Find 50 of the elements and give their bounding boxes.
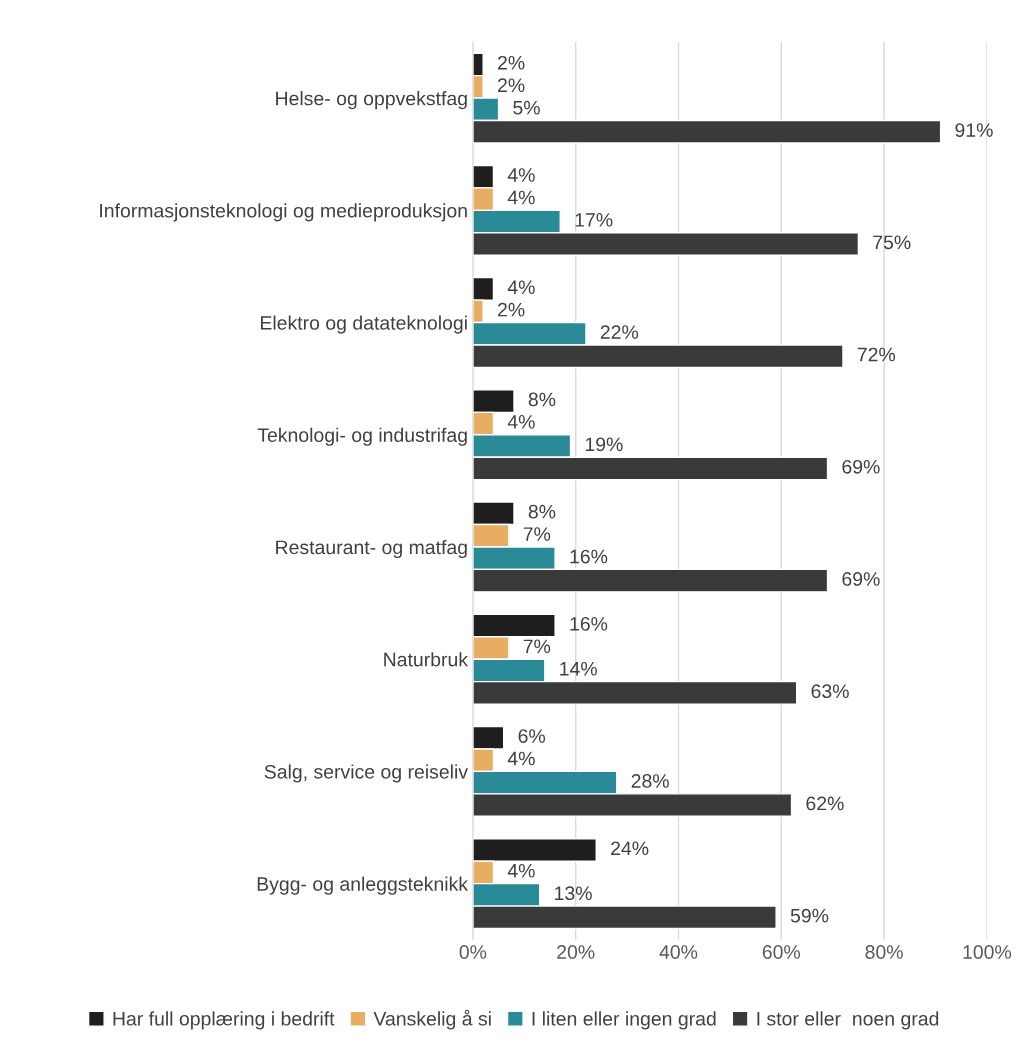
legend-label: I liten eller ingen grad <box>532 1011 716 1030</box>
data-label: 13% <box>555 886 592 901</box>
data-label: 28% <box>631 774 669 788</box>
x-tick-label: 0% <box>459 945 487 959</box>
data-label: 62% <box>806 796 844 811</box>
data-label: 2% <box>498 302 525 317</box>
data-label: 72% <box>857 347 896 362</box>
y-tick-label: Informasjonsteknologi og medieproduksjon <box>100 203 467 222</box>
legend-label: Vanskelig å si <box>373 1009 491 1030</box>
y-tick-label: Elektro og datateknologi <box>261 315 467 334</box>
y-tick-label: Salg, service og reiseliv <box>264 764 468 783</box>
data-label: 69% <box>842 572 880 586</box>
data-label: 6% <box>518 729 546 743</box>
data-label: 5% <box>513 100 540 115</box>
data-label: 2% <box>498 55 525 70</box>
x-tick-label: 60% <box>762 945 801 959</box>
x-tick-label: 80% <box>865 945 903 959</box>
data-label: 16% <box>570 549 608 564</box>
y-tick-label: Teknologi- og industrifag <box>257 427 467 446</box>
data-label: 16% <box>570 616 608 631</box>
y-tick-label: Helse- og oppvekstfag <box>276 91 467 110</box>
data-label: 19% <box>585 437 623 452</box>
data-label: 69% <box>842 459 880 474</box>
legend-label: Har full opplæring i bedrift <box>113 1011 335 1030</box>
data-label: 14% <box>560 661 597 676</box>
y-tick-label: Bygg- og anleggsteknikk <box>257 876 469 895</box>
data-label: 22% <box>600 325 639 339</box>
x-tick-label: 20% <box>557 945 595 959</box>
data-label: 2% <box>498 78 525 93</box>
legend-label: I stor eller noen grad <box>757 1011 939 1030</box>
data-label: 4% <box>507 415 535 429</box>
data-label: 4% <box>507 863 535 878</box>
data-label: 4% <box>507 751 535 766</box>
x-tick-label: 40% <box>659 945 698 959</box>
data-label: 24% <box>611 841 649 856</box>
y-tick-label: Naturbruk <box>384 652 469 667</box>
data-label: 7% <box>523 639 551 654</box>
y-tick-label: Restaurant- og matfag <box>276 539 467 559</box>
data-label: 91% <box>955 123 993 137</box>
data-label: 17% <box>575 213 613 227</box>
data-label: 4% <box>507 280 535 295</box>
data-label: 8% <box>528 504 556 519</box>
data-label: 8% <box>528 392 556 407</box>
data-label: 4% <box>507 168 535 182</box>
x-tick-label: 100% <box>963 945 1012 959</box>
data-label: 75% <box>873 235 911 250</box>
data-label: 7% <box>523 527 551 541</box>
data-label: 59% <box>790 908 829 923</box>
data-label: 63% <box>811 684 849 699</box>
data-label: 4% <box>507 190 535 205</box>
